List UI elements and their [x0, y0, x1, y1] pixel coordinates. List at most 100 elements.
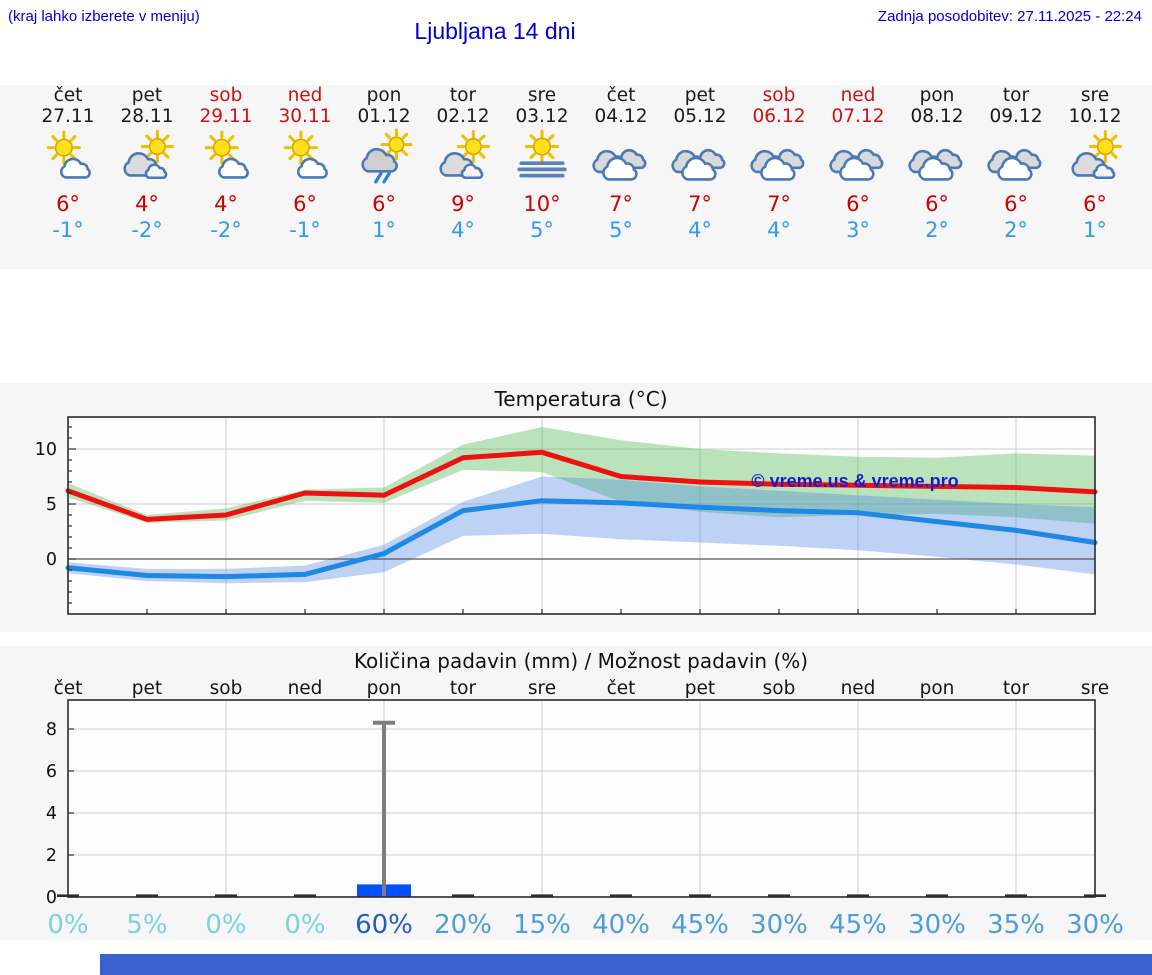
- low-temp-label: -1°: [52, 218, 84, 242]
- weather-icon-slot: [423, 129, 503, 187]
- day-name-label: pet: [684, 85, 716, 106]
- rain-shower-sun-icon: [355, 128, 413, 184]
- high-temp-label: 7°: [767, 192, 791, 216]
- weather-icon-slot: [502, 129, 582, 187]
- partly-sunny-icon: [204, 130, 255, 185]
- precip-day-label: sre: [528, 678, 556, 699]
- day-name-label: pon: [366, 85, 402, 106]
- low-temp-label: -2°: [131, 218, 163, 242]
- day-date-label: 03.12: [515, 106, 569, 127]
- precip-trace-marker: [768, 894, 790, 897]
- day-date-label: 09.12: [989, 106, 1043, 127]
- precip-probability-label: 30%: [1066, 910, 1124, 940]
- low-temp-label: 4°: [451, 218, 475, 242]
- temperature-chart-title: Temperatura (°C): [493, 387, 667, 411]
- temp-y-tick-label: 10: [35, 440, 57, 460]
- high-temp-label: 9°: [451, 192, 475, 216]
- day-date-label: 02.12: [436, 106, 490, 127]
- cloudy-icon: [908, 131, 966, 185]
- precip-day-label: pet: [132, 678, 162, 699]
- day-name-label: sre: [527, 85, 557, 106]
- weather-icon-slot: [818, 129, 898, 187]
- weather-icon-slot: [976, 129, 1056, 187]
- precip-probability-label: 0%: [205, 910, 246, 940]
- precip-day-label: sob: [763, 678, 796, 699]
- forecast-day-column: sre 10.12 6° 1°: [1055, 85, 1135, 269]
- day-date-label: 04.12: [594, 106, 648, 127]
- day-name-label: ned: [840, 85, 876, 106]
- low-temp-label: 4°: [767, 218, 791, 242]
- precip-probability-label: 5%: [126, 910, 167, 940]
- forecast-day-column: pet 05.12 7° 4°: [660, 85, 740, 269]
- low-temp-label: 1°: [1083, 218, 1107, 242]
- day-date-label: 27.11: [41, 106, 95, 127]
- day-date-label: 29.11: [199, 106, 253, 127]
- precip-trace-marker: [926, 894, 948, 897]
- day-name-label: tor: [449, 85, 477, 106]
- weather-icon-slot: [660, 129, 740, 187]
- precip-trace-marker: [610, 894, 632, 897]
- watermark-link[interactable]: © vreme.us & vreme.pro: [751, 471, 958, 491]
- temp-y-tick-label: 0: [46, 550, 57, 570]
- precip-trace-marker: [1005, 894, 1027, 897]
- sun-behind-cloud-icon: [118, 130, 174, 185]
- temp-plot-area: [68, 417, 1095, 614]
- day-name-label: sob: [762, 85, 796, 106]
- forecast-day-column: čet 27.11 6° -1°: [28, 85, 108, 269]
- precip-day-label: pon: [367, 678, 402, 699]
- precipitation-chart: čet pet sob ned pon tor sre čet pet sob ned pon tor s…: [46, 649, 1124, 940]
- cloudy-icon: [829, 131, 887, 185]
- high-temp-label: 7°: [609, 192, 633, 216]
- temperature-chart: 0 5 10 Temperatura (°C) © vreme.us & vreme…: [35, 387, 1098, 615]
- day-date-label: 06.12: [752, 106, 806, 127]
- last-update-timestamp: Zadnja posodobitev: 27.11.2025 - 22:24: [877, 8, 1142, 25]
- precip-probability-label: 0%: [284, 910, 325, 940]
- cloudy-icon: [592, 131, 650, 185]
- precip-trace-marker: [136, 894, 158, 897]
- low-temp-label: 2°: [1004, 218, 1028, 242]
- sun-behind-cloud-icon: [1066, 130, 1122, 185]
- low-temp-label: 1°: [372, 218, 396, 242]
- forecast-day-column: ned 07.12 6° 3°: [818, 85, 898, 269]
- high-temp-label: 6°: [56, 192, 80, 216]
- day-name-label: pon: [919, 85, 955, 106]
- cloudy-icon: [750, 131, 808, 185]
- day-name-label: sob: [209, 85, 243, 106]
- forecast-day-column: tor 09.12 6° 2°: [976, 85, 1056, 269]
- cloudy-icon: [987, 131, 1045, 185]
- page-title: Ljubljana 14 dni: [414, 18, 576, 44]
- partly-sunny-icon: [46, 130, 97, 185]
- weather-icon-slot: [344, 128, 424, 187]
- forecast-day-column: čet 04.12 7° 5°: [581, 85, 661, 269]
- day-name-label: ned: [287, 85, 323, 106]
- precip-probability-label: 35%: [987, 910, 1045, 940]
- low-temp-label: 4°: [688, 218, 712, 242]
- day-date-label: 05.12: [673, 106, 727, 127]
- forecast-day-column: tor 02.12 9° 4°: [423, 85, 503, 269]
- precip-trace-marker: [215, 894, 237, 897]
- precip-day-label: ned: [841, 678, 876, 699]
- forecast-day-column: sob 29.11 4° -2°: [186, 85, 266, 269]
- fog-sun-icon: [517, 129, 567, 178]
- precip-probability-label: 15%: [513, 910, 571, 940]
- precip-day-label: sre: [1081, 678, 1109, 699]
- day-name-label: pet: [131, 85, 163, 106]
- partly-sunny-icon: [283, 130, 334, 185]
- precip-trace-marker: [531, 894, 553, 897]
- precip-probability-label: 0%: [47, 910, 88, 940]
- day-date-label: 01.12: [357, 106, 411, 127]
- weather-icon-slot: [265, 129, 345, 187]
- weather-icon-slot: [186, 129, 266, 187]
- low-temp-label: 5°: [530, 218, 554, 242]
- precip-day-label: tor: [1003, 678, 1030, 699]
- precip-trace-marker: [847, 894, 869, 897]
- precip-day-label: tor: [450, 678, 477, 699]
- forecast-day-column: pon 08.12 6° 2°: [897, 85, 977, 269]
- forecast-day-column: ned 30.11 6° -1°: [265, 85, 345, 269]
- high-temp-label: 6°: [846, 192, 870, 216]
- low-temp-label: -2°: [210, 218, 242, 242]
- precip-probability-label: 60%: [355, 910, 413, 940]
- weather-icon-slot: [107, 129, 187, 187]
- weather-icon-slot: [28, 129, 108, 187]
- day-date-label: 30.11: [278, 106, 332, 127]
